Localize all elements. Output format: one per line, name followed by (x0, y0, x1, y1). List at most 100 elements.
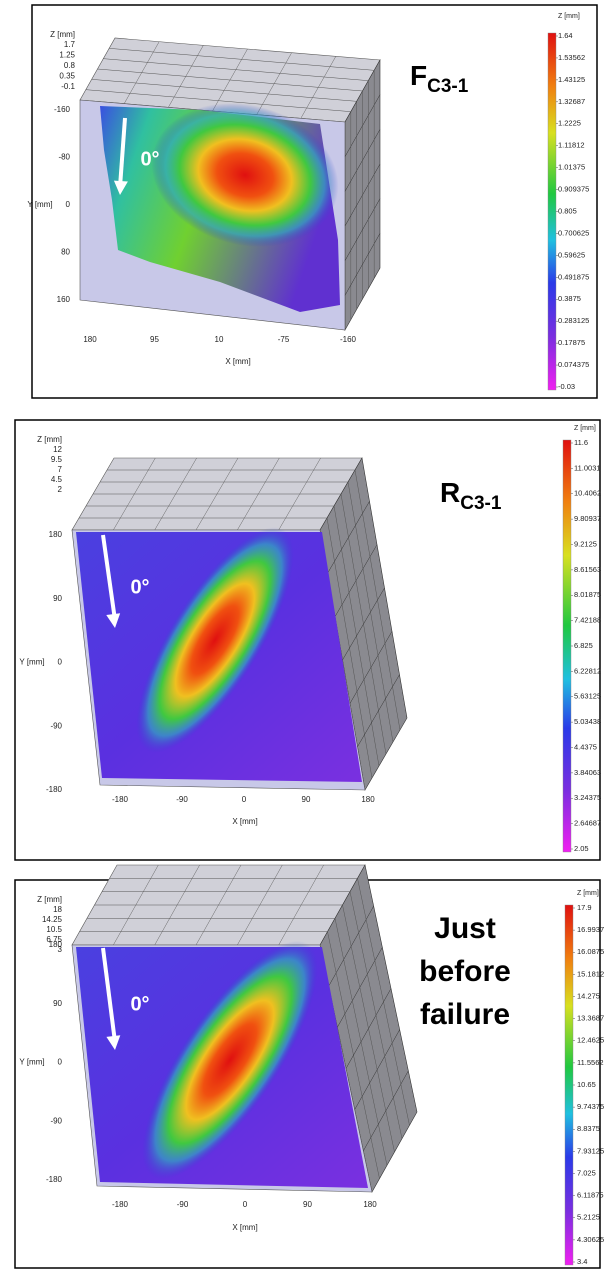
colorbar-label: Z [mm] (574, 425, 596, 432)
arrow-label: 0° (140, 148, 159, 170)
colorbar-tick-label: 4.30625 (577, 1235, 604, 1244)
z-tick-label: 1.7 (64, 40, 76, 49)
colorbar-tick-label: 16.9937 (577, 925, 604, 934)
colorbar-label: Z [mm] (558, 13, 580, 20)
z-tick-label: -0.1 (61, 82, 75, 91)
y-tick-label: -160 (54, 105, 71, 114)
colorbar-tick-label: 0.700625 (558, 228, 589, 237)
z-tick-label: 2 (58, 485, 63, 494)
panel-title: RC3-1 (440, 477, 502, 514)
colorbar-tick-label: 7.93125 (577, 1146, 604, 1155)
colorbar-tick-label: 0.3875 (558, 294, 581, 303)
x-axis-label: X [mm] (232, 1223, 257, 1232)
z-tick-label: 1.25 (59, 51, 75, 60)
x-axis-label: X [mm] (225, 357, 250, 366)
colorbar-tick-label: 7.42188 (574, 616, 601, 625)
z-tick-label: 14.25 (42, 915, 63, 924)
y-tick-label: 160 (57, 295, 71, 304)
x-tick-label: -90 (177, 1200, 189, 1209)
y-axis-label: Y [mm] (27, 200, 52, 209)
colorbar-tick-label: 6.825 (574, 641, 593, 650)
colorbar-tick-label: 0.59625 (558, 250, 585, 259)
colorbar-tick-label: 8.01875 (574, 590, 601, 599)
colorbar-tick-label: 1.64 (558, 31, 573, 40)
z-tick-label: 3 (58, 945, 63, 954)
x-tick-label: 90 (302, 795, 311, 804)
colorbar-tick-label: 3.4 (577, 1257, 587, 1266)
colorbar-tick-label: 6.22812 (574, 666, 601, 675)
colorbar-tick-label: 2.05 (574, 844, 589, 853)
x-tick-label: -180 (112, 795, 129, 804)
colorbar-tick-label: 9.80937 (574, 514, 601, 523)
colorbar-tick-label: 1.43125 (558, 75, 585, 84)
panel-title: before (419, 955, 511, 988)
arrow-label: 0° (130, 993, 149, 1015)
title-subscript: C3-1 (427, 76, 469, 97)
colorbar-tick-label: 9.74375 (577, 1102, 604, 1111)
x-tick-label: -90 (176, 795, 188, 804)
box-grid (102, 891, 403, 1139)
colorbar-tick-label: 1.2225 (558, 119, 581, 128)
box-grid (109, 48, 375, 279)
colorbar-tick-label: 2.64687 (574, 819, 601, 828)
x-tick-label: 0 (242, 795, 247, 804)
arrow-head (113, 180, 128, 195)
x-tick-label: 180 (83, 335, 97, 344)
y-tick-label: 90 (53, 999, 62, 1008)
colorbar-tick-label: 0.074375 (558, 360, 589, 369)
box-grid (103, 58, 369, 289)
y-tick-label: 0 (66, 200, 71, 209)
x-tick-label: 10 (215, 335, 224, 344)
z-tick-label: 0.35 (59, 72, 75, 81)
colorbar-tick-label: 0.17875 (558, 338, 585, 347)
colorbar-tick-label: 8.8375 (577, 1124, 600, 1133)
colorbar-tick-label: 1.53562 (558, 53, 585, 62)
x-tick-label: 90 (303, 1200, 312, 1209)
title-subscript: C3-1 (460, 493, 502, 514)
arrow-head (106, 1035, 121, 1050)
colorbar (564, 904, 574, 1266)
x-tick-label: 95 (150, 335, 159, 344)
colorbar-tick-label: 0.491875 (558, 272, 589, 281)
panel-title: FC3-1 (410, 60, 469, 97)
direction-arrow (118, 117, 127, 188)
box-grid (107, 469, 401, 731)
x-tick-label: 180 (363, 1200, 377, 1209)
colorbar (547, 32, 557, 391)
box-grid (100, 481, 394, 743)
z-tick-label: 4.5 (51, 475, 63, 484)
arrow-head (106, 613, 121, 628)
colorbar-tick-label: 9.2125 (574, 539, 597, 548)
colorbar-tick-label: 4.4375 (574, 742, 597, 751)
z-tick-label: 10.5 (46, 925, 62, 934)
colorbar-tick-label: 14.275 (577, 991, 600, 1000)
z-tick-label: 9.5 (51, 455, 63, 464)
direction-arrow (101, 947, 117, 1043)
colorbar-tick-label: 0.283125 (558, 316, 589, 325)
colorbar-tick-label: 8.61563 (574, 565, 601, 574)
z-tick-label: 18 (53, 905, 62, 914)
y-axis-label: Y [mm] (19, 658, 44, 667)
y-tick-label: 180 (49, 940, 63, 949)
colorbar-tick-label: 16.0875 (577, 947, 604, 956)
surface-peak (142, 940, 318, 1180)
colorbar-tick-label: 17.9 (577, 903, 592, 912)
colorbar-tick-label: 10.4062 (574, 489, 601, 498)
box-grid (109, 878, 410, 1126)
colorbar-tick-label: 12.4625 (577, 1036, 604, 1045)
colorbar-tick-label: -0.03 (558, 382, 575, 391)
colorbar-tick-label: 11.6 (574, 438, 588, 447)
z-tick-label: 0.8 (64, 61, 76, 70)
colorbar-tick-label: 10.65 (577, 1080, 596, 1089)
title-main: F (410, 60, 427, 91)
panel-title: Just (434, 912, 496, 945)
z-tick-label: 6.75 (46, 935, 62, 944)
colorbar-tick-label: 13.3687 (577, 1014, 604, 1023)
colorbar (562, 439, 572, 853)
title-main: R (440, 477, 460, 508)
colorbar-tick-label: 5.2125 (577, 1213, 600, 1222)
x-tick-label: 180 (361, 795, 375, 804)
